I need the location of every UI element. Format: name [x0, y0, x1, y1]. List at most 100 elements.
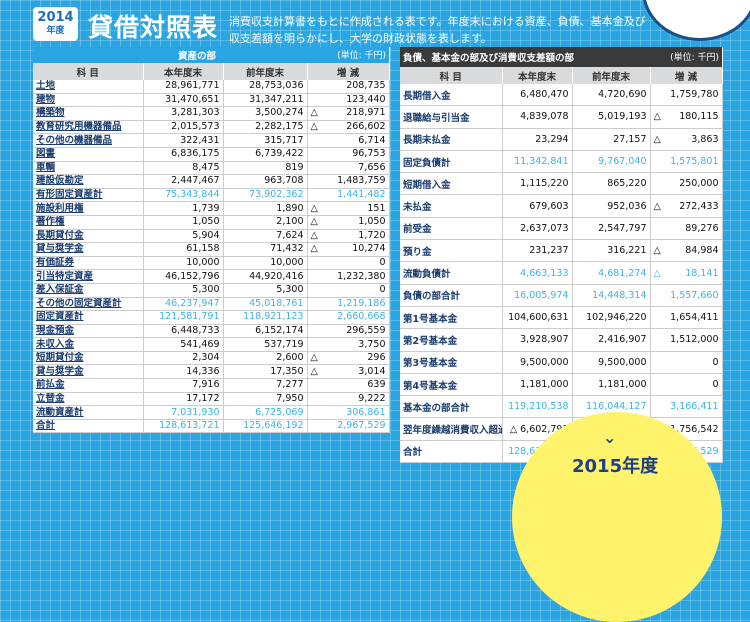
column-header: 科 目 [33, 63, 144, 80]
delta-value: 3,166,411 [650, 395, 723, 419]
table-row: 未収入金 541,469 537,719 3,750 [33, 337, 390, 352]
delta-value: 123,440 [307, 93, 390, 108]
previous-value: 118,921,123 [223, 310, 308, 325]
delta-amount: 123,440 [346, 93, 386, 105]
delta-amount: 272,433 [679, 200, 719, 212]
previous-value: 952,036 [572, 194, 651, 218]
table-row: 長期貸付金 5,904 7,624 △ 1,720 [33, 229, 390, 244]
table-row: 前受金 2,637,073 2,547,797 89,276 [400, 217, 723, 241]
table-row: 流動負債計 4,663,133 4,681,274 △ 18,141 [400, 261, 723, 285]
table-row: 差入保証金 5,300 5,300 0 [33, 283, 390, 298]
table-row: 固定負債計 11,342,841 9,767,040 1,575,801 [400, 150, 723, 174]
item-name: 貸与奨学金 [33, 242, 144, 257]
item-name: 長期貸付金 [33, 229, 144, 244]
table-row: 車輌 8,475 819 7,656 [33, 161, 390, 176]
delta-value: 0 [650, 351, 723, 374]
current-value: 11,342,841 [502, 150, 573, 174]
delta-value: △ 296 [307, 351, 390, 366]
delta-amount: 0 [379, 284, 386, 296]
delta-amount: 296,559 [346, 324, 386, 336]
assets-section-header: 資産の部 (単位: 千円) [33, 47, 389, 63]
assets-unit: (単位: 千円) [337, 51, 386, 61]
current-value: 2,637,073 [502, 217, 573, 241]
current-value: 1,181,000 [502, 373, 573, 397]
previous-value: 1,181,000 [572, 373, 651, 397]
delta-amount: 218,971 [346, 107, 386, 119]
delta-value: 1,512,000 [650, 328, 723, 352]
table-row: 貸与奨学金 61,158 71,432 △ 10,274 [33, 242, 390, 257]
table-row: 第1号基本金 104,600,631 102,946,220 1,654,411 [400, 306, 723, 330]
table-row: 土地 28,961,771 28,753,036 208,735 [33, 80, 390, 94]
column-header: 前年度末 [572, 67, 651, 84]
item-name: 図書 [33, 147, 144, 162]
table-row: 退職給与引当金 4,839,078 5,019,193 △ 180,115 [400, 105, 723, 129]
delta-amount: 1,232,380 [337, 270, 386, 282]
item-name: 建物 [33, 93, 144, 108]
chevron-down-icon: ⌄ [603, 428, 617, 447]
delta-value: 1,441,482 [307, 188, 390, 203]
item-name: 構築物 [33, 106, 144, 121]
table-row: 第4号基本金 1,181,000 1,181,000 0 [400, 373, 723, 397]
item-name: 引当特定資産 [33, 269, 144, 284]
decrease-mark: △ [653, 111, 661, 123]
delta-value: △ 151 [307, 201, 390, 216]
table-row: 第3号基本金 9,500,000 9,500,000 0 [400, 351, 723, 374]
delta-value: △ 218,971 [307, 106, 390, 121]
delta-amount: 84,984 [685, 245, 719, 257]
table-row: 施設利用権 1,739 1,890 △ 151 [33, 201, 390, 216]
delta-amount: 3,863 [691, 133, 719, 145]
delta-value: △ 10,274 [307, 242, 390, 257]
previous-value: 315,717 [223, 133, 308, 148]
delta-amount: 3,166,411 [670, 401, 719, 413]
delta-value: 7,656 [307, 161, 390, 176]
item-name: 前払金 [33, 378, 144, 393]
delta-amount: 1,219,186 [337, 297, 386, 309]
delta-amount: 250,000 [679, 178, 719, 190]
delta-amount: 208,735 [346, 80, 386, 92]
next-year-badge: ⌄ 2015年度 [512, 412, 722, 622]
delta-value: △ 1,720 [307, 229, 390, 244]
item-name: 第3号基本金 [400, 351, 503, 374]
previous-value: 865,220 [572, 172, 651, 196]
previous-value: 5,019,193 [572, 105, 651, 129]
delta-amount: 1,720 [358, 229, 386, 241]
previous-value: 125,646,192 [223, 419, 308, 434]
delta-value: △ 272,433 [650, 194, 723, 218]
delta-amount: 18,141 [685, 267, 719, 279]
delta-amount: 1,759,780 [670, 89, 719, 101]
assets-table: 資産の部 (単位: 千円) 科 目 本年度末 前年度末 増 減 土地 28,961… [33, 47, 390, 434]
table-row: 長期借入金 6,480,470 4,720,690 1,759,780 [400, 84, 723, 107]
table-row: 預り金 231,237 316,221 △ 84,984 [400, 239, 723, 263]
current-value: 46,152,796 [143, 269, 224, 284]
table-row: 負債の部合計 16,005,974 14,448,314 1,557,660 [400, 284, 723, 307]
item-name: 翌年度繰越消費収入超過額 [400, 417, 503, 441]
item-name: 短期借入金 [400, 172, 503, 196]
decrease-mark: △ [310, 121, 318, 133]
table-row: 図書 6,836,175 6,739,422 96,753 [33, 147, 390, 162]
item-name: 第2号基本金 [400, 328, 503, 352]
delta-amount: 96,753 [352, 148, 386, 160]
table-row: 著作権 1,050 2,100 △ 1,050 [33, 215, 390, 230]
delta-amount: 0 [712, 379, 719, 390]
delta-value: △ 1,050 [307, 215, 390, 230]
item-name: 長期借入金 [400, 84, 503, 107]
previous-value: 9,767,040 [572, 150, 651, 174]
previous-value: 2,600 [223, 351, 308, 366]
liabilities-unit: (単位: 千円) [670, 53, 719, 63]
liabilities-section-header: 負債、基本金の部及び消費収支差額の部 (単位: 千円) [400, 47, 722, 67]
delta-amount: 1,654,411 [670, 312, 719, 324]
table-row: 立替金 17,172 7,950 9,222 [33, 392, 390, 407]
item-name: 合計 [33, 419, 144, 434]
current-value: 1,739 [143, 201, 224, 216]
current-value: 119,210,538 [502, 395, 573, 419]
previous-value: 28,753,036 [223, 80, 308, 94]
item-name: 退職給与引当金 [400, 105, 503, 129]
current-value: 75,343,844 [143, 188, 224, 203]
current-value: 5,904 [143, 229, 224, 244]
decrease-mark: △ [310, 352, 318, 364]
table-row: 有価証券 10,000 10,000 0 [33, 256, 390, 271]
delta-amount: 1,557,660 [670, 289, 719, 301]
previous-value: 73,902,362 [223, 188, 308, 203]
delta-value: △ 266,602 [307, 120, 390, 135]
decorative-bubble [642, 0, 750, 41]
